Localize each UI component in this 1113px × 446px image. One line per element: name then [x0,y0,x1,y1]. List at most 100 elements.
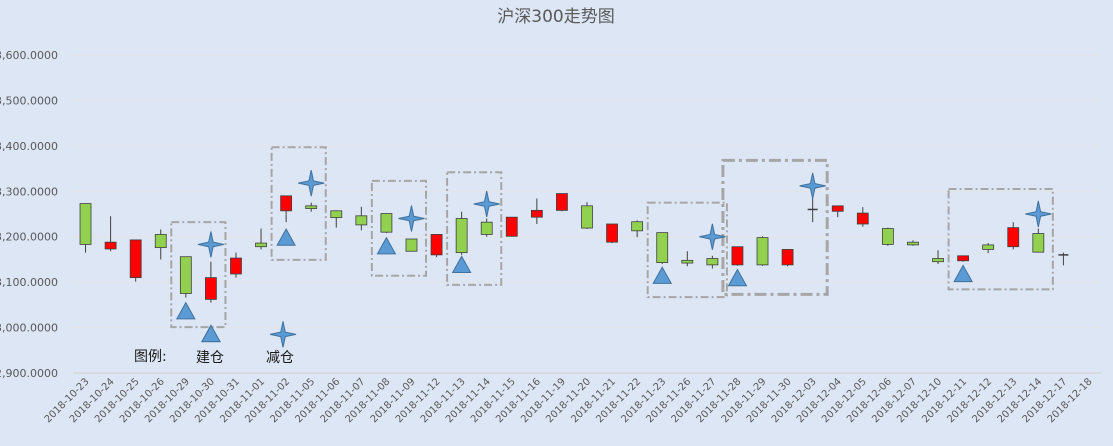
candle-body-down [129,239,142,279]
candle [405,238,418,252]
sell-marker-icon [398,205,425,232]
candle [480,218,493,237]
candle-body-up [756,237,769,266]
highlight-box [721,158,829,296]
candle [230,252,242,278]
buy-marker-icon [451,255,472,274]
y-tick-label: 2,900.0000 [0,367,58,380]
candle [581,202,593,229]
candle-body-down [530,209,543,218]
y-tick-label: 3,300.0000 [0,185,58,198]
buy-marker-icon [953,264,973,283]
y-tick-label: 3,100.0000 [0,276,58,289]
candle [731,246,744,266]
candle-body-down [505,216,518,237]
candle [831,205,844,218]
buy-marker-icon [652,266,673,284]
candle-body-down [280,195,293,212]
highlight-box [446,171,503,286]
candle-body-down [104,241,117,250]
candle [129,239,142,282]
candle-layer [79,193,1069,303]
buy-marker-icon [276,228,296,246]
candle [932,250,944,264]
candle-body-down [957,255,969,262]
highlight-box-layer [170,146,1054,329]
candle-body-down [430,234,443,256]
candle [205,261,217,303]
candle [756,236,769,266]
candle-body-up [179,256,192,294]
candle [957,255,969,262]
candle [1007,222,1020,250]
candle [154,229,167,260]
sell-marker-icon [799,172,826,199]
candle [982,243,995,254]
candle-body-up [305,205,318,209]
candle [656,232,669,264]
candle [305,202,318,212]
candle-body-down [556,193,568,211]
candle-body-up [706,258,719,266]
candle [380,213,393,234]
y-tick-label: 3,500.0000 [0,94,58,107]
candle-body-down [856,212,869,225]
candle [104,216,117,252]
candle-body-up [355,215,368,226]
legend-sell-label: 减仓 [266,350,294,366]
candle [706,255,719,269]
candle-body-up [405,238,418,252]
y-axis: 2,900.0000 3,000.0000 3,100.0000 3,200.0000… [0,49,58,380]
sell-marker-icon [298,170,325,197]
candle [455,211,468,255]
legend-buy-label: 建仓 [196,350,224,366]
candle-body-up [255,242,267,248]
candle-body-up [907,241,919,246]
candle [807,198,818,223]
candle-body-up [881,228,894,245]
candle-body-up [631,221,644,232]
sell-marker-icon [1025,200,1052,228]
legend-buy-icon [201,324,221,343]
candle-body-up [581,205,593,229]
sell-marker-icon [197,231,225,258]
legend-sell-icon [269,321,297,348]
buy-marker-icon [175,301,196,320]
candle [330,210,343,228]
candle-body-up [681,259,694,264]
y-tick-label: 3,000.0000 [0,322,58,335]
highlight-box [947,188,1054,291]
candle-body-down [230,257,242,275]
y-tick-label: 3,600.0000 [0,49,58,62]
candle [631,220,644,238]
candle-body-down [205,277,217,300]
highlight-box [270,146,327,261]
candle-body-up [932,258,944,263]
highlight-box [646,201,728,299]
x-axis: 2018-10-232018-10-242018-10-252018-10-26… [43,372,1101,425]
candle-body-up [480,221,493,235]
candle [1032,228,1045,253]
candle [355,206,368,231]
candle [856,207,869,227]
candle [881,227,894,246]
candle-body-up [455,218,468,254]
candle-body-down [831,205,844,212]
candle [556,193,568,212]
buy-marker-icon [727,268,748,287]
candle-body-up [380,213,393,233]
legend-label: 图例: [134,349,167,365]
candle-body-down [1007,227,1020,248]
grid-layer [73,54,1101,374]
candle-body-up [656,232,669,264]
candle [505,216,518,237]
marker-layer [175,170,1052,343]
candle-body-down [731,246,744,266]
candle-body-up [79,203,92,245]
candle-body-up [330,210,343,219]
candle [681,251,694,267]
buy-marker-icon [376,236,397,255]
candle-body-up [154,234,167,249]
chart-title: 沪深300走势图 [497,7,614,27]
